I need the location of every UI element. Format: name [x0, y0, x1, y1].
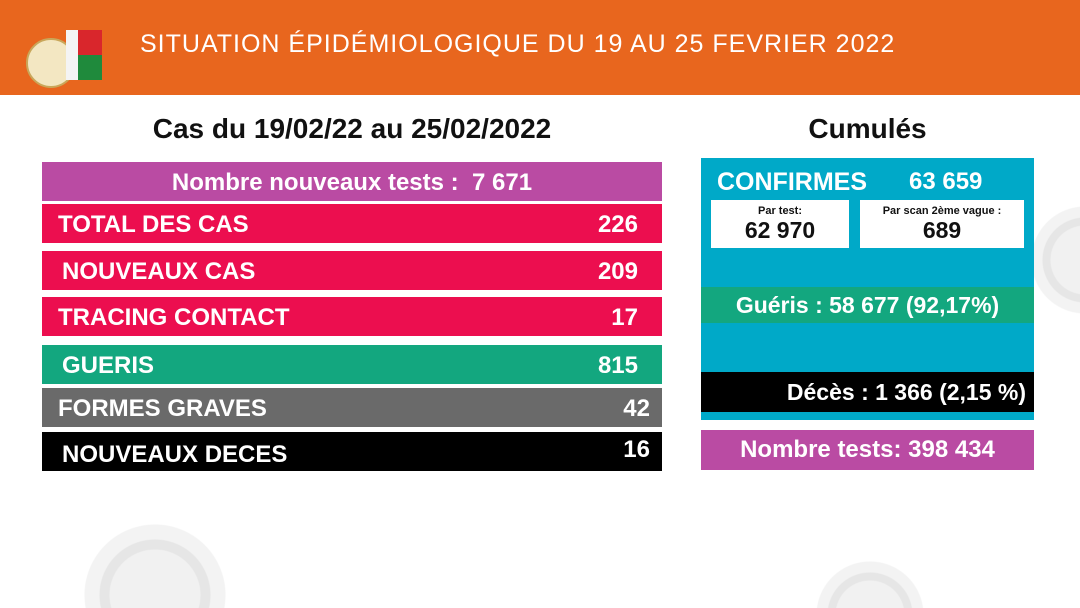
virus-decoration: [795, 540, 945, 608]
gueris-row: GUERIS 815: [42, 345, 662, 384]
par-scan-value: 689: [922, 217, 962, 243]
new-tests-label: Nombre nouveaux tests :: [171, 169, 459, 196]
row-value: 16: [623, 436, 650, 463]
row-label: GUERIS: [62, 352, 155, 379]
row-label: TRACING CONTACT: [58, 304, 290, 331]
total-cases-row: TOTAL DES CAS 226: [42, 204, 662, 243]
row-value: 209: [597, 258, 638, 285]
par-test-label: Par test:: [757, 205, 803, 217]
row-value: 815: [597, 352, 638, 379]
cumulative-panel: CONFIRMES 63 659 Par test: 62 970 Par sc…: [701, 158, 1034, 420]
row-label: TOTAL DES CAS: [58, 211, 249, 238]
par-scan-box: Par scan 2ème vague : 689: [860, 200, 1024, 248]
header-title: SITUATION ÉPIDÉMIOLOGIQUE DU 19 AU 25 FE…: [140, 30, 896, 58]
new-cases-row: NOUVEAUX CAS 209: [42, 251, 662, 290]
row-label: NOUVEAUX DECES: [62, 441, 288, 468]
row-value: 42: [623, 395, 650, 422]
row-value: 17: [611, 304, 638, 331]
total-tests-box: Nombre tests: 398 434: [701, 430, 1034, 470]
formes-graves-row: FORMES GRAVES 42: [42, 388, 662, 427]
flag-icon: [66, 30, 102, 80]
par-test-box: Par test: 62 970: [711, 200, 849, 248]
row-label: FORMES GRAVES: [58, 395, 267, 422]
par-test-value: 62 970: [744, 217, 816, 243]
par-scan-label: Par scan 2ème vague :: [882, 205, 1002, 217]
new-tests-row: Nombre nouveaux tests : 7 671: [42, 162, 662, 201]
tracing-contact-row: TRACING CONTACT 17: [42, 297, 662, 336]
nouveaux-deces-row: NOUVEAUX DECES 16: [42, 432, 662, 471]
row-label: NOUVEAUX CAS: [62, 258, 256, 285]
confirmed-value: 63 659: [909, 168, 983, 195]
deces-cumulative: Décès : 1 366 (2,15 %): [701, 372, 1034, 412]
cumulative-title: Cumulés: [808, 113, 927, 144]
new-tests-value: 7 671: [472, 169, 533, 196]
virus-decoration: [60, 500, 250, 608]
confirmed-label: CONFIRMES: [717, 168, 867, 196]
gueris-cumulative: Guéris : 58 677 (92,17%): [701, 287, 1034, 323]
weekly-title: Cas du 19/02/22 au 25/02/2022: [152, 113, 552, 144]
header-bar: SITUATION ÉPIDÉMIOLOGIQUE DU 19 AU 25 FE…: [0, 0, 1080, 95]
row-value: 226: [597, 211, 638, 238]
